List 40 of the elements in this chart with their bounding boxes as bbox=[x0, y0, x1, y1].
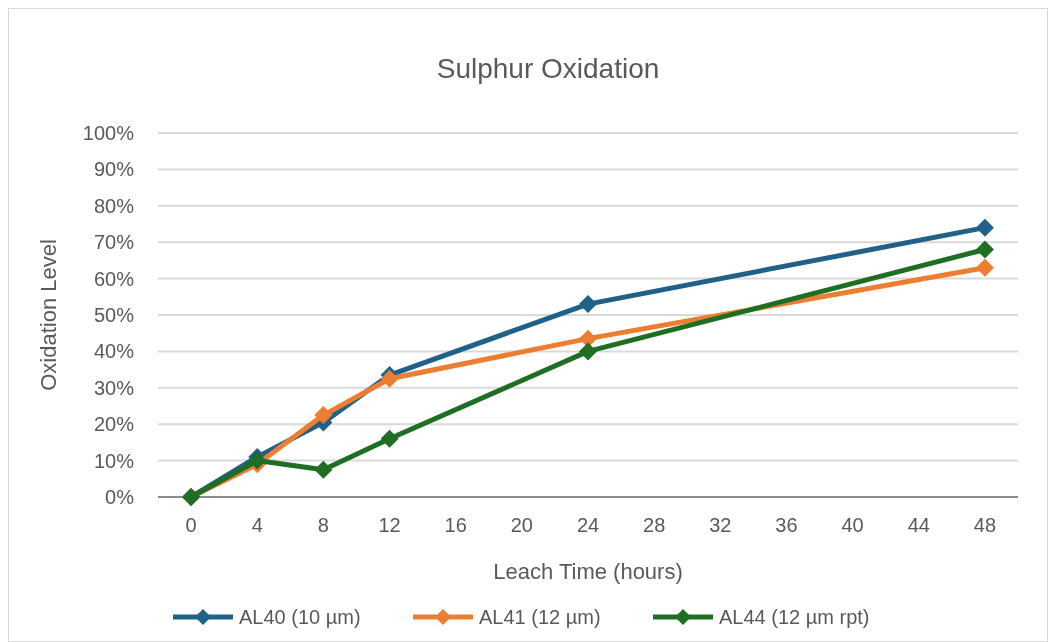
point bbox=[380, 429, 399, 448]
point bbox=[314, 460, 333, 479]
x-tick-label: 32 bbox=[709, 514, 732, 536]
point bbox=[579, 295, 597, 314]
y-tick-label: 50% bbox=[93, 304, 135, 326]
point bbox=[975, 240, 994, 259]
chart-title: Sulphur Oxidation bbox=[436, 53, 660, 84]
y-axis-title: Oxidation Level bbox=[36, 239, 61, 391]
x-tick-label: 44 bbox=[907, 514, 930, 536]
x-tick-label: 8 bbox=[317, 514, 329, 536]
point bbox=[579, 329, 597, 348]
y-tick-label: 20% bbox=[93, 413, 135, 436]
y-tick-label: 0% bbox=[105, 486, 135, 508]
x-tick-label: 28 bbox=[643, 514, 666, 536]
x-tick-label: 24 bbox=[576, 514, 600, 536]
y-tick-label: 90% bbox=[93, 158, 135, 181]
y-tick-label: 40% bbox=[93, 340, 135, 363]
x-axis-title: Leach Time (hours) bbox=[493, 559, 683, 584]
x-tick-label: 48 bbox=[973, 514, 997, 536]
y-tick-label: 30% bbox=[93, 376, 135, 399]
legend-label: AL40 (10 µm) bbox=[239, 606, 361, 628]
x-tick-label: 40 bbox=[841, 514, 864, 536]
x-tick-label: 36 bbox=[775, 514, 798, 536]
point bbox=[248, 451, 267, 470]
x-tick-label: 16 bbox=[444, 514, 467, 536]
point bbox=[579, 342, 597, 361]
legend-label: AL44 (12 µm rpt) bbox=[719, 606, 870, 628]
x-tick-label: 20 bbox=[510, 514, 533, 536]
x-tick-label: 12 bbox=[378, 514, 401, 536]
point bbox=[975, 218, 994, 237]
legend-label: AL41 (12 µm) bbox=[479, 606, 601, 628]
point bbox=[314, 406, 333, 425]
y-tick-label: 10% bbox=[93, 449, 135, 472]
y-tick-label: 80% bbox=[93, 194, 135, 217]
y-tick-label: 100% bbox=[82, 122, 135, 144]
y-tick-label: 60% bbox=[93, 267, 135, 290]
point bbox=[975, 258, 994, 277]
y-tick-label: 70% bbox=[93, 231, 135, 254]
x-tick-label: 4 bbox=[251, 514, 263, 536]
x-tick-label: 0 bbox=[185, 514, 197, 536]
